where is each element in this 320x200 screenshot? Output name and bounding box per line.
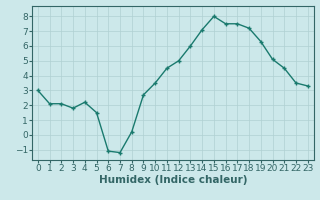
- X-axis label: Humidex (Indice chaleur): Humidex (Indice chaleur): [99, 175, 247, 185]
